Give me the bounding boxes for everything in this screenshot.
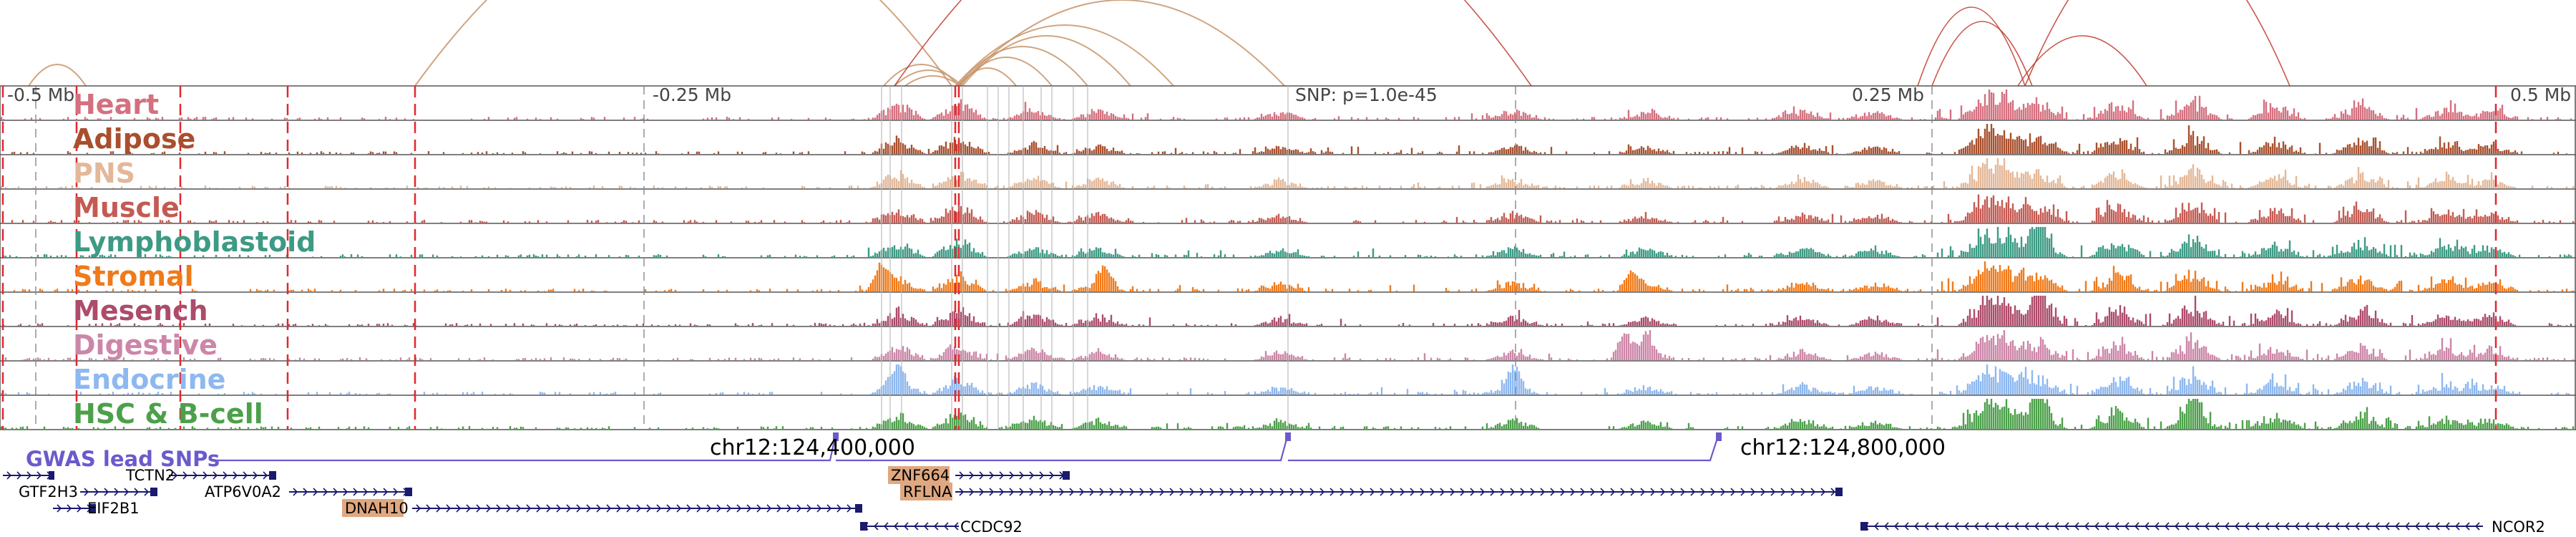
axis-tick-label: -0.25 Mb [653,84,731,105]
gwas-snp-marker[interactable] [833,432,839,441]
gwas-connector [213,433,1720,462]
track-label-heart: Heart [73,89,159,120]
gene-ccdc92[interactable]: CCDC92 [860,518,1023,536]
loop-arc [894,0,1532,87]
position-axis: -0.5 Mb -0.25 Mb SNP: p=1.0e-45 0.25 Mb 0.5 … [7,84,2571,105]
loop-arc [28,64,87,87]
signal-tracks [0,90,2575,429]
gene-label: CCDC92 [960,518,1023,536]
marker-lines [1,86,2497,430]
track-label-endocrine: Endocrine [73,364,225,395]
loop-arc [2017,35,2147,87]
loop-arc [958,0,1285,87]
loop-arc [958,67,1017,87]
loop-arc [962,35,1131,87]
gene-label: NCOR2 [2492,518,2545,536]
gene-label: GTF2H3 [19,483,78,500]
signal-track-digestive [4,330,2575,360]
gene-label: DNAH10 [345,500,409,517]
loop-arc [894,69,963,87]
signal-track-mesench [2,296,2572,326]
gene-dnah10[interactable]: DNAH10 [342,499,862,517]
track-label-lymphoblastoid: Lymphoblastoid [73,226,316,258]
gene-label: RFLNA [903,483,952,500]
axis-tick-label: 0.5 Mb [2510,84,2571,105]
gwas-snp-marker[interactable] [1716,432,1722,441]
signal-track-stromal [13,261,2575,291]
loop-arc [1917,6,2026,87]
axis-tick-label: SNP: p=1.0e-45 [1295,84,1438,105]
gene-ncor2[interactable]: NCOR2 [1860,518,2545,536]
track-labels: HeartAdiposePNSMuscleLymphoblastoidStrom… [73,89,316,430]
axis-tick-label: -0.5 Mb [7,84,74,105]
loop-arc [904,75,961,87]
gene-znf664[interactable]: ZNF664 [888,466,1070,484]
track-label-stromal: Stromal [73,261,194,292]
signal-track-heart [0,90,2572,120]
signal-track-muscle [11,194,2575,223]
gene-atp6v0a2[interactable]: ATP6V0A2 [205,483,412,500]
loop-arc [1931,21,2033,87]
signal-track-hsc-b-cell [0,399,2575,429]
loop-arc [414,0,952,87]
gene-gtf2h3-upstream[interactable] [3,471,54,480]
gene-tctn2[interactable]: TCTN2 [125,467,276,484]
coordinate-label: chr12:124,400,000 [710,435,915,460]
signal-track-lymphoblastoid [2,227,2572,257]
track-label-adipose: Adipose [73,123,195,155]
gwas-snp-marker[interactable] [1285,432,1291,441]
track-label-digestive: Digestive [73,329,218,361]
gene-rflna[interactable]: RFLNA [900,483,1843,500]
loop-arc [957,46,1088,87]
track-label-muscle: Muscle [73,192,180,223]
signal-track-pns [0,158,2575,188]
track-label-mesench: Mesench [73,295,208,326]
loop-arc [2024,0,2290,87]
coordinate-label: chr12:124,800,000 [1740,435,1946,460]
gwas-track: GWAS lead SNPs chr12:124,400,000 chr12:124… [26,432,1946,471]
signal-track-adipose [11,124,2568,154]
gene-label: ZNF664 [891,467,950,484]
axis-tick-label: 0.25 Mb [1852,84,1924,105]
signal-track-endocrine [0,364,2570,395]
gene-gtf2h3[interactable]: GTF2H3 [19,483,157,500]
gene-label: TCTN2 [125,467,175,484]
loop-arc [955,24,1174,87]
gene-label: EIF2B1 [87,500,140,517]
track-label-pns: PNS [73,158,135,189]
track-label-hsc-b-cell: HSC & B-cell [73,398,263,430]
gene-track: GTF2H3 TCTN2 ATP6V0A2 EIF2B1 DNAH10 ZNF664RFL… [3,466,2545,536]
loop-arcs [28,0,2290,87]
gene-eif2b1[interactable]: EIF2B1 [53,500,140,517]
gene-label: ATP6V0A2 [205,483,281,500]
gwas-track-label: GWAS lead SNPs [26,447,220,471]
